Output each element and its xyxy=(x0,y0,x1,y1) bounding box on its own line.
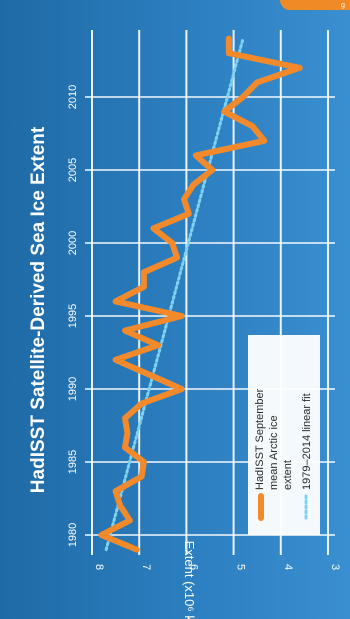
legend-label-ice-extent: mean Arctic ice xyxy=(268,415,280,490)
tick-label-extent: 8 xyxy=(93,564,105,570)
tick-label-year: 1990 xyxy=(67,377,79,401)
corner-glyph: g xyxy=(341,2,345,9)
legend-label-ice-extent: HadISST September xyxy=(254,388,266,490)
corner-tab-decoration xyxy=(280,0,350,10)
tick-labels: 8 7 6 5 4 3 1980 1985 1990 1995 2000 2005 2010 xyxy=(67,85,341,570)
tick-label-extent: 6 xyxy=(187,564,199,570)
tick-label-extent: 4 xyxy=(282,564,294,570)
chart-title: HadISST Satellite-Derived Sea Ice Extent xyxy=(28,126,49,493)
tick-label-year: 2000 xyxy=(67,231,79,255)
series-line-linear-fit xyxy=(104,37,245,552)
tick-label-extent: 5 xyxy=(235,564,247,570)
tick-label-year: 1980 xyxy=(67,523,79,547)
tick-label-year: 1995 xyxy=(67,304,79,328)
series-lines xyxy=(98,35,303,553)
legend: HadISST September mean Arctic ice extent 19… xyxy=(248,335,320,535)
tick-label-extent: 7 xyxy=(140,564,152,570)
y-axis-label: Extent (x10⁶ km²) xyxy=(182,541,197,619)
legend-label-ice-extent: extent xyxy=(282,460,294,490)
tick-label-extent: 3 xyxy=(329,564,341,570)
tick-label-year: 2005 xyxy=(67,158,79,182)
legend-label-linear-fit: 1979–2014 linear fit xyxy=(301,393,313,490)
tick-label-year: 2010 xyxy=(67,85,79,109)
tick-label-year: 1985 xyxy=(67,450,79,474)
series-line-ice-extent xyxy=(98,35,303,553)
